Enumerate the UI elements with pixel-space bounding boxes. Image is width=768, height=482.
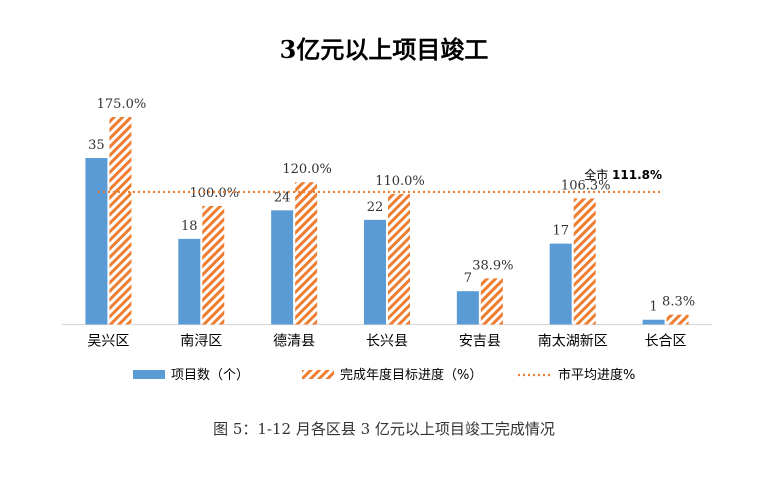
bar-label-project-count: 24 — [274, 190, 291, 205]
x-tick-label: 吴兴区 — [87, 334, 129, 350]
bar-label-progress: 120.0% — [282, 162, 332, 177]
legend-swatch-progress — [302, 370, 334, 379]
reference-label-value: 111.8% — [612, 168, 662, 182]
bar-label-progress: 110.0% — [375, 174, 425, 189]
legend-label-project-count: 项目数（个） — [171, 368, 249, 383]
bar-project-count — [178, 238, 201, 325]
x-tick-label: 南浔区 — [180, 334, 222, 350]
bar-label-project-count: 22 — [367, 200, 384, 215]
bar-project-count — [364, 219, 386, 325]
bar-label-project-count: 18 — [181, 219, 198, 234]
bar-label-progress: 106.3% — [561, 178, 611, 193]
chart-title: 3亿元以上项目竣工 — [280, 35, 489, 64]
x-tick-label: 安吉县 — [459, 334, 501, 350]
x-tick-label: 长合区 — [645, 334, 687, 350]
bar-project-count — [456, 291, 479, 325]
bar-progress — [573, 198, 596, 325]
bar-label-progress: 38.9% — [472, 258, 513, 273]
bar-progress — [480, 278, 503, 325]
bar-label-project-count: 17 — [552, 224, 569, 239]
bar-project-count — [271, 210, 294, 325]
bar-project-count — [549, 243, 572, 325]
bar-label-progress: 175.0% — [97, 97, 147, 112]
bar-label-project-count: 35 — [88, 138, 105, 153]
bar-project-count — [642, 319, 665, 325]
legend: 项目数（个） 完成年度目标进度（%） 市平均进度% — [133, 367, 635, 383]
bar-label-progress: 8.3% — [662, 295, 695, 310]
x-tick-label: 南太湖新区 — [538, 334, 608, 350]
bar-progress — [666, 314, 689, 325]
bar-progress — [202, 205, 225, 325]
bar-label-progress: 100.0% — [189, 186, 239, 201]
legend-label-city-average: 市平均进度% — [558, 367, 635, 383]
bar-progress — [109, 117, 132, 325]
legend-label-progress: 完成年度目标进度（%） — [340, 367, 482, 383]
bar-label-project-count: 7 — [464, 271, 472, 286]
chart: 3亿元以上项目竣工 35 175.0% 吴兴区 18 100.0% 南浔区 24 120.0%… — [62, 35, 712, 383]
bar-progress — [388, 194, 410, 325]
bar-label-project-count: 1 — [649, 300, 657, 315]
legend-swatch-project-count — [133, 370, 165, 379]
plot-area: 35 175.0% 吴兴区 18 100.0% 南浔区 24 120.0% 德清县 22 110.0… — [62, 97, 712, 350]
reference-label-prefix: 全市 — [584, 167, 612, 182]
x-tick-label: 长兴县 — [366, 334, 408, 350]
figure-caption: 图 5：1-12 月各区县 3 亿元以上项目竣工完成情况 — [213, 420, 555, 438]
bar-progress — [295, 182, 318, 325]
bar-project-count — [85, 158, 108, 325]
reference-label: 全市 111.8% — [584, 167, 662, 182]
x-tick-label: 德清县 — [273, 334, 315, 350]
